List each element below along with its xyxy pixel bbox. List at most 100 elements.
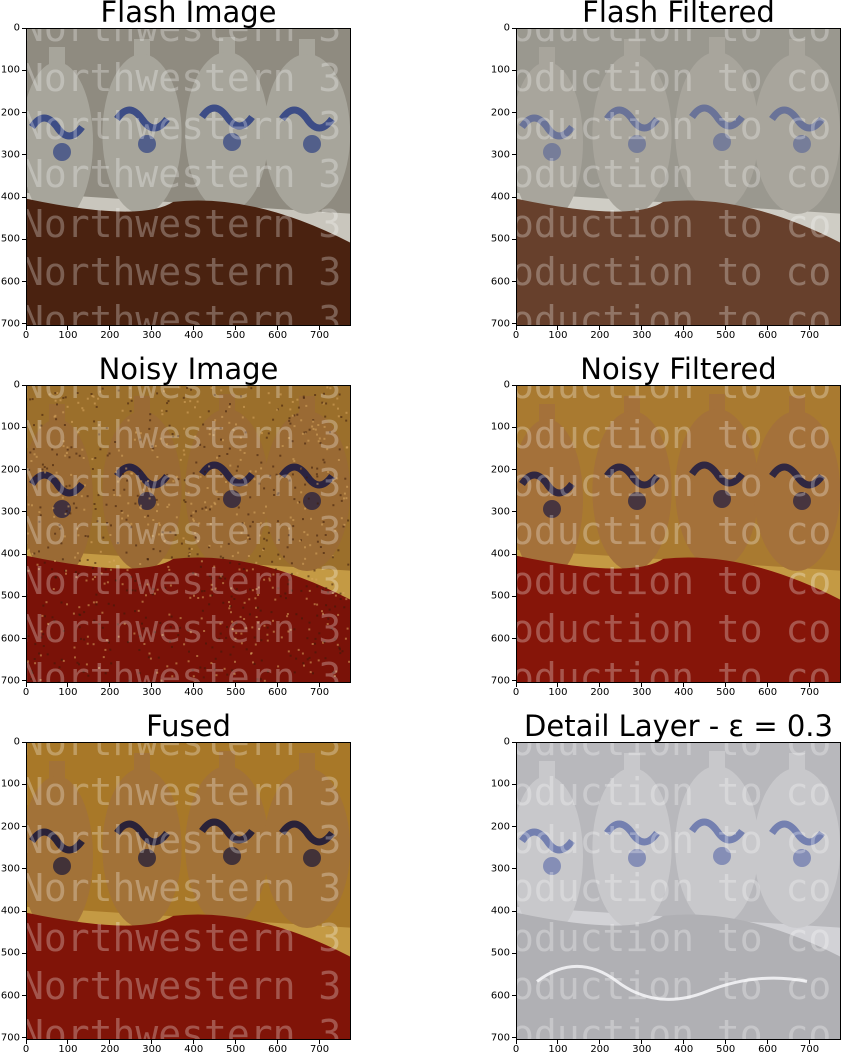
- y-tick-mark: [512, 741, 516, 743]
- y-tick-label: 400: [490, 905, 510, 917]
- x-tick-mark: [599, 1040, 601, 1044]
- x-tick-label: 600: [268, 1044, 288, 1055]
- jug-shape: [102, 39, 182, 214]
- x-tick-label: 400: [184, 1044, 204, 1055]
- watermark-text: oduction to co: [517, 386, 831, 407]
- x-tick-mark: [767, 683, 769, 687]
- x-tick-label: 200: [100, 330, 120, 341]
- y-tick-mark: [512, 323, 516, 325]
- couch-region: [517, 555, 840, 682]
- y-tick-mark: [22, 426, 26, 428]
- x-tick-mark: [809, 1040, 811, 1044]
- y-tick-label: 400: [0, 548, 20, 560]
- y-tick-mark: [22, 995, 26, 997]
- y-tick-mark: [22, 323, 26, 325]
- x-tick-mark: [67, 1040, 69, 1044]
- x-tick-mark: [683, 326, 685, 330]
- y-tick-label: 700: [0, 675, 20, 687]
- y-tick-mark: [22, 595, 26, 597]
- watermark-text: oduction to co: [517, 202, 831, 246]
- y-tick-mark: [512, 995, 516, 997]
- x-tick-mark: [193, 1040, 195, 1044]
- x-tick-mark: [109, 683, 111, 687]
- y-tick-mark: [512, 1037, 516, 1039]
- x-tick-mark: [151, 683, 153, 687]
- panel-title: Fused: [146, 709, 231, 743]
- jug-shape: [592, 39, 672, 214]
- watermark-text: oduction to co: [517, 152, 831, 196]
- x-tick-label: 100: [548, 1044, 568, 1055]
- x-tick-mark: [277, 326, 279, 330]
- y-tick-label: 200: [490, 464, 510, 476]
- y-tick-mark: [22, 281, 26, 283]
- x-tick-label: 300: [632, 330, 652, 341]
- y-tick-mark: [512, 384, 516, 386]
- y-tick-mark: [512, 638, 516, 640]
- y-tick-mark: [512, 281, 516, 283]
- x-tick-label: 600: [268, 330, 288, 341]
- y-tick-label: 200: [490, 821, 510, 833]
- x-tick-mark: [683, 683, 685, 687]
- y-tick-label: 500: [490, 233, 510, 245]
- jug-shape: [185, 394, 269, 569]
- jug-shape: [675, 394, 759, 569]
- x-tick-label: 700: [800, 1044, 820, 1055]
- y-tick-label: 100: [0, 778, 20, 790]
- y-tick-mark: [22, 910, 26, 912]
- y-tick-mark: [512, 553, 516, 555]
- x-tick-label: 600: [758, 687, 778, 698]
- couch-region: [27, 555, 350, 682]
- subplot-panel: Noisy Filtered oduction to co oduction to …: [490, 352, 841, 701]
- watermark-text: Northwestern 3: [27, 743, 341, 764]
- y-tick-mark: [22, 553, 26, 555]
- x-tick-label: 400: [674, 687, 694, 698]
- x-tick-mark: [25, 683, 27, 687]
- x-tick-label: 500: [226, 687, 246, 698]
- x-tick-label: 200: [590, 1044, 610, 1055]
- x-tick-label: 0: [22, 687, 30, 698]
- image-display: Northwestern 3 Northwestern 3 Northwestern…: [26, 742, 351, 1040]
- jug-shape: [102, 753, 182, 928]
- watermark-text: Northwestern 3: [27, 152, 341, 196]
- jug-shape: [517, 761, 583, 936]
- watermark-text: oduction to co: [517, 916, 831, 960]
- y-tick-mark: [22, 952, 26, 954]
- y-tick-label: 400: [490, 191, 510, 203]
- x-tick-label: 200: [590, 687, 610, 698]
- panel-title: Noisy Image: [98, 352, 279, 386]
- watermark-text: oduction to co: [517, 559, 831, 603]
- watermark-text: Northwestern 3: [27, 298, 341, 326]
- y-tick-label: 600: [490, 990, 510, 1002]
- panel-title: Noisy Filtered: [580, 352, 777, 386]
- jug-shape: [592, 396, 672, 571]
- x-tick-label: 200: [590, 330, 610, 341]
- y-tick-label: 400: [0, 191, 20, 203]
- couch-region: [27, 198, 350, 325]
- y-tick-mark: [22, 638, 26, 640]
- y-tick-mark: [22, 69, 26, 71]
- y-tick-mark: [512, 868, 516, 870]
- subplot-panel: Fused Northwestern 3 Northwestern 3 Northwe…: [0, 709, 351, 1058]
- y-tick-mark: [512, 69, 516, 71]
- x-tick-label: 500: [716, 1044, 736, 1055]
- y-tick-label: 400: [0, 905, 20, 917]
- x-tick-label: 100: [548, 687, 568, 698]
- watermark-text: Northwestern 3: [27, 29, 341, 50]
- subplot-panel: Flash Filtered oduction to co oduction to …: [490, 0, 841, 344]
- y-tick-label: 700: [490, 1032, 510, 1044]
- x-tick-mark: [515, 683, 517, 687]
- jug-shape: [27, 404, 93, 579]
- x-tick-label: 700: [800, 687, 820, 698]
- watermark-text: Northwestern 3: [27, 818, 341, 862]
- y-tick-mark: [22, 741, 26, 743]
- watermark-text: oduction to co: [517, 866, 831, 910]
- watermark-text: Northwestern 3: [27, 104, 341, 148]
- panel-title: Flash Filtered: [582, 0, 775, 29]
- x-tick-label: 400: [674, 1044, 694, 1055]
- panel-title: Flash Image: [100, 0, 277, 29]
- x-tick-label: 100: [58, 330, 78, 341]
- x-tick-label: 500: [716, 687, 736, 698]
- x-tick-mark: [725, 1040, 727, 1044]
